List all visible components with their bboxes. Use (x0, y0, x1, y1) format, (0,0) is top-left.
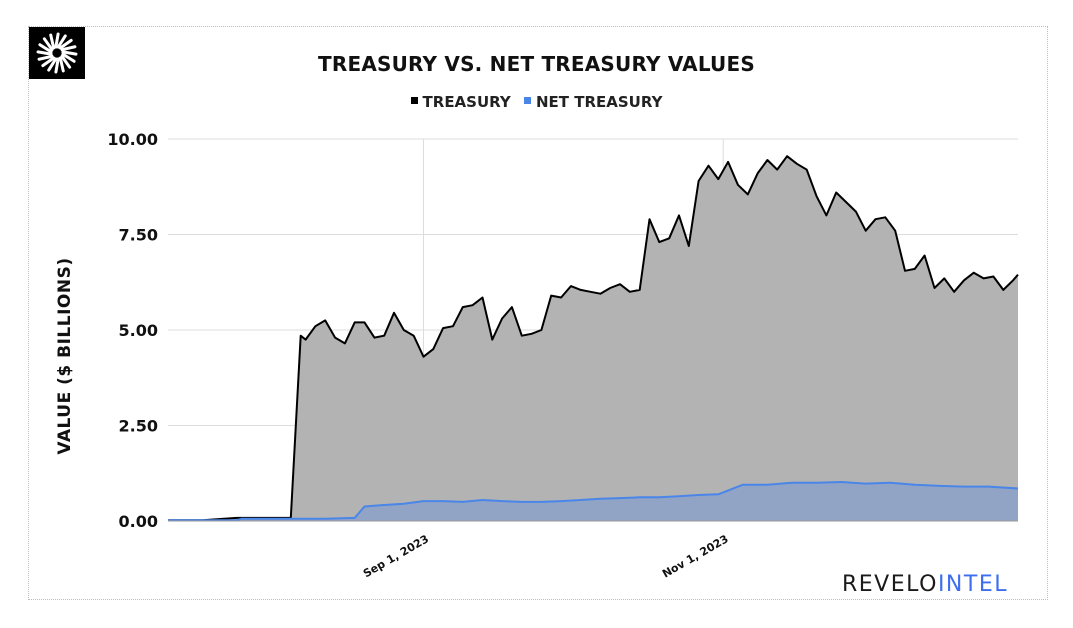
chart-title: TREASURY VS. NET TREASURY VALUES (318, 52, 755, 76)
logo (29, 27, 85, 79)
logo-ray (60, 54, 72, 69)
logo-ray (42, 37, 54, 52)
logo-ray (47, 57, 58, 72)
brand-name-part1: REVELO (842, 572, 938, 597)
legend-swatch-net-treasury (523, 97, 531, 104)
legend-label-treasury: TREASURY (422, 93, 511, 111)
logo-ray (56, 34, 67, 49)
brand-logo: REVELOINTEL (842, 572, 1008, 597)
logo-ray (54, 57, 60, 74)
logo-ray (54, 32, 60, 49)
logo-ray (49, 33, 56, 50)
brand-name-part2: INTEL (937, 572, 1008, 597)
treasury-series-area (168, 156, 1018, 521)
legend-label-net-treasury: NET TREASURY (535, 93, 663, 111)
logo-ray (38, 43, 53, 54)
chart-frame (28, 26, 1048, 600)
x-tick-label: Sep 1, 2023 (361, 532, 431, 580)
y-tick-label: 7.50 (119, 226, 158, 245)
starburst-logo-icon (36, 32, 78, 74)
y-tick-label: 5.00 (119, 321, 158, 340)
logo-ray (37, 54, 54, 61)
x-tick-label: Nov 1, 2023 (660, 532, 731, 580)
y-tick-label: 0.00 (119, 512, 158, 531)
logo-ray (61, 52, 76, 63)
legend-swatch-treasury (410, 97, 418, 104)
net-treasury-series-area (168, 482, 1018, 521)
logo-ray (61, 50, 78, 56)
y-tick-label: 10.00 (107, 130, 158, 149)
legend-item-treasury[interactable]: TREASURY (410, 93, 511, 111)
treasury-series-line (168, 155, 1019, 522)
legend-item-net-treasury[interactable]: NET TREASURY (523, 93, 663, 111)
logo-ray (58, 56, 65, 73)
logo-ray (41, 56, 56, 68)
chart-legend: TREASURY NET TREASURY (0, 93, 1073, 111)
logo-ray (60, 45, 77, 52)
logo-ray (58, 38, 73, 50)
logo-ray (36, 50, 53, 56)
y-tick-label: 2.50 (119, 417, 158, 436)
net-treasury-series-line (168, 481, 1019, 522)
